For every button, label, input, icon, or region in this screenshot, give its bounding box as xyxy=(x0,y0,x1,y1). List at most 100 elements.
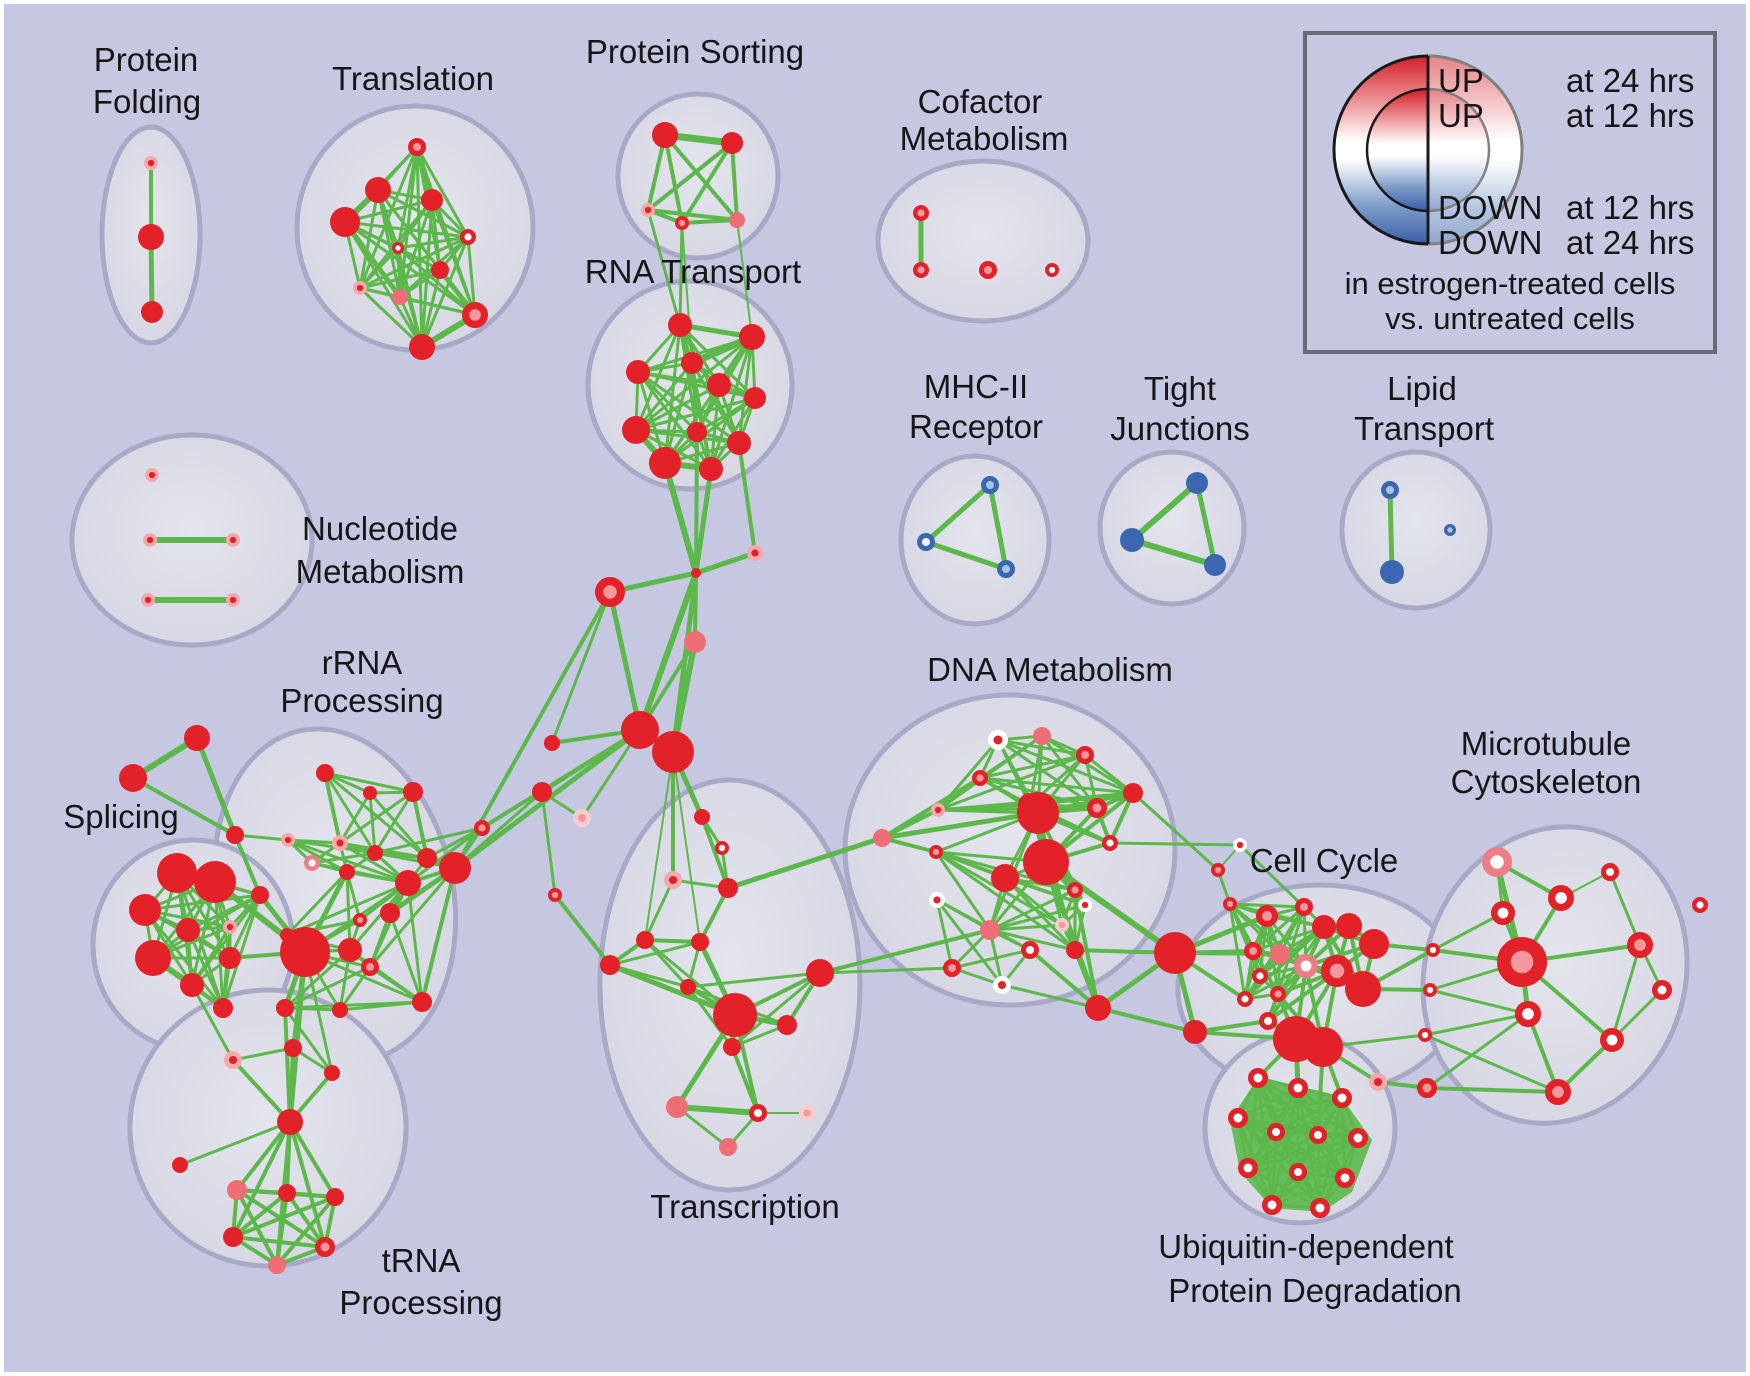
gene-node-d9[interactable] xyxy=(1017,792,1059,834)
gene-node-tr2[interactable] xyxy=(324,1065,340,1081)
gene-node-mt3[interactable] xyxy=(1491,900,1516,925)
gene-node-s1[interactable] xyxy=(157,853,197,893)
gene-node-s4[interactable] xyxy=(176,918,200,942)
gene-node-r15[interactable] xyxy=(352,912,367,927)
gene-node-c1[interactable] xyxy=(595,577,625,607)
gene-node-tr6[interactable] xyxy=(278,1184,296,1202)
gene-node-r3[interactable] xyxy=(403,782,423,802)
gene-node-tx12[interactable] xyxy=(680,979,696,995)
gene-node-cc11[interactable] xyxy=(1251,968,1268,985)
gene-node-d17[interactable] xyxy=(1020,940,1039,959)
gene-node-mt6[interactable] xyxy=(1626,932,1653,959)
gene-node-cm3[interactable] xyxy=(978,261,997,280)
gene-node-h2[interactable] xyxy=(652,731,694,773)
gene-node-d15[interactable] xyxy=(929,892,946,909)
gene-node-d12[interactable] xyxy=(928,844,943,859)
gene-node-trj[interactable] xyxy=(277,1109,303,1135)
gene-node-rt11[interactable] xyxy=(699,457,723,481)
gene-node-c4[interactable] xyxy=(532,782,552,802)
gene-node-cc7[interactable] xyxy=(1270,944,1290,964)
gene-node-cc8[interactable] xyxy=(1294,953,1319,978)
gene-node-t10[interactable] xyxy=(462,302,489,329)
gene-node-tx7[interactable] xyxy=(600,955,620,975)
gene-node-x1[interactable] xyxy=(184,725,210,751)
gene-node-c5[interactable] xyxy=(572,808,591,827)
gene-node-r18[interactable] xyxy=(361,957,380,976)
gene-node-d16[interactable] xyxy=(980,920,1000,940)
gene-node-u2[interactable] xyxy=(1288,1078,1308,1098)
gene-node-tr8[interactable] xyxy=(223,1227,243,1247)
gene-node-v1[interactable] xyxy=(1368,1072,1387,1091)
gene-node-d18[interactable] xyxy=(942,958,961,977)
gene-node-cc12[interactable] xyxy=(1269,986,1286,1003)
gene-node-s10[interactable] xyxy=(213,998,233,1018)
gene-node-t5[interactable] xyxy=(460,228,477,245)
gene-node-rt6[interactable] xyxy=(744,387,766,409)
gene-node-x2[interactable] xyxy=(119,764,147,792)
gene-node-u8[interactable] xyxy=(1238,1158,1258,1178)
gene-node-l1[interactable] xyxy=(1380,481,1399,500)
gene-node-mt1[interactable] xyxy=(1482,847,1512,877)
gene-node-d5[interactable] xyxy=(930,802,945,817)
gene-node-r20[interactable] xyxy=(332,1002,348,1018)
gene-node-ps1[interactable] xyxy=(652,122,678,148)
gene-node-u9[interactable] xyxy=(1288,1162,1307,1181)
gene-node-r12[interactable] xyxy=(339,864,355,880)
gene-node-tx18[interactable] xyxy=(723,1038,741,1056)
gene-node-d22[interactable] xyxy=(1055,917,1070,932)
gene-node-rt1[interactable] xyxy=(668,313,692,337)
gene-node-s6[interactable] xyxy=(135,940,171,976)
gene-node-mt8[interactable] xyxy=(1600,1028,1625,1053)
gene-node-c9[interactable] xyxy=(714,840,729,855)
gene-node-m1[interactable] xyxy=(980,476,999,495)
gene-node-br2[interactable] xyxy=(1183,1020,1207,1044)
gene-node-d23[interactable] xyxy=(1078,897,1093,912)
gene-node-mt9[interactable] xyxy=(1544,1078,1571,1105)
gene-node-tj1[interactable] xyxy=(1186,472,1208,494)
gene-node-mt7[interactable] xyxy=(1514,1001,1541,1028)
gene-node-n4[interactable] xyxy=(141,592,156,607)
gene-node-rb[interactable] xyxy=(439,852,471,884)
gene-node-s7[interactable] xyxy=(180,973,204,997)
gene-node-pf2[interactable] xyxy=(138,224,164,250)
gene-node-mt11[interactable] xyxy=(1691,897,1708,914)
gene-node-d4[interactable] xyxy=(972,770,989,787)
gene-node-ps5[interactable] xyxy=(729,212,745,228)
gene-node-n3[interactable] xyxy=(226,532,241,547)
gene-node-t2[interactable] xyxy=(365,177,391,203)
gene-node-m3[interactable] xyxy=(996,559,1015,578)
gene-node-u1[interactable] xyxy=(1248,1068,1268,1088)
gene-node-tr3[interactable] xyxy=(224,1050,243,1069)
gene-node-d8[interactable] xyxy=(1123,783,1143,803)
gene-node-cc4[interactable] xyxy=(1336,913,1362,939)
gene-node-c2b[interactable] xyxy=(747,545,764,562)
gene-node-tx13[interactable] xyxy=(666,1096,688,1118)
gene-node-tx17[interactable] xyxy=(777,1015,797,1035)
gene-node-c11[interactable] xyxy=(718,878,738,898)
gene-node-s9[interactable] xyxy=(251,886,269,904)
gene-node-ps3[interactable] xyxy=(640,203,655,218)
gene-node-s2[interactable] xyxy=(194,861,236,903)
gene-node-tj2[interactable] xyxy=(1120,528,1144,552)
gene-node-cc3[interactable] xyxy=(1312,915,1336,939)
gene-node-mt13[interactable] xyxy=(1423,982,1438,997)
gene-node-cc6[interactable] xyxy=(1243,941,1262,960)
gene-node-r10[interactable] xyxy=(474,820,491,837)
gene-node-rt5[interactable] xyxy=(707,373,731,397)
gene-node-cc10[interactable] xyxy=(1345,971,1381,1007)
gene-node-d20[interactable] xyxy=(1066,941,1084,959)
gene-node-mt5[interactable] xyxy=(1497,937,1547,987)
gene-node-rt2[interactable] xyxy=(739,324,765,350)
gene-node-d21[interactable] xyxy=(1085,995,1111,1021)
gene-node-s3[interactable] xyxy=(129,894,161,926)
gene-node-tx10[interactable] xyxy=(713,993,757,1037)
gene-node-mt2[interactable] xyxy=(1547,885,1574,912)
gene-node-t1[interactable] xyxy=(408,138,427,157)
gene-node-x3[interactable] xyxy=(226,826,244,844)
gene-node-d7[interactable] xyxy=(1087,798,1107,818)
gene-node-n5[interactable] xyxy=(226,592,241,607)
gene-node-r1[interactable] xyxy=(316,764,334,782)
gene-node-r13[interactable] xyxy=(395,870,421,896)
gene-node-l2[interactable] xyxy=(1380,560,1404,584)
gene-node-tx5[interactable] xyxy=(636,931,654,949)
